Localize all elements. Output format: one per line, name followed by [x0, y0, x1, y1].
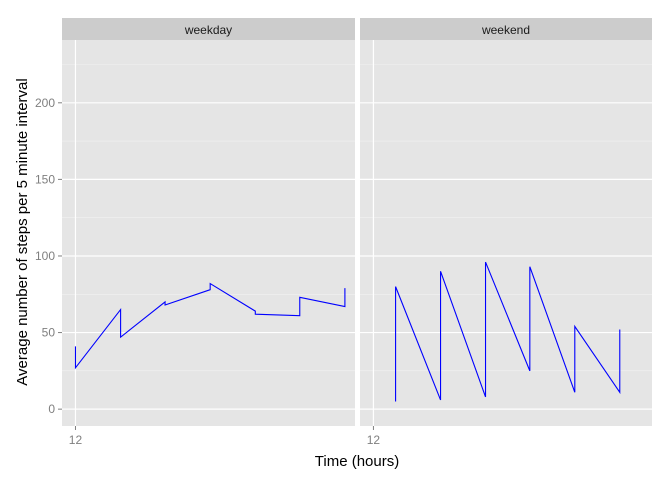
y-axis-title: Average number of steps per 5 minute int…: [14, 78, 31, 385]
series-line-weekend: [395, 261, 621, 402]
x-tick-label: 12: [69, 433, 83, 447]
facet-strip-label: weekend: [481, 23, 530, 37]
panel-background: [62, 40, 355, 426]
panel-background: [360, 40, 652, 426]
y-tick-label: 100: [35, 249, 55, 263]
y-tick-label: 50: [42, 326, 56, 340]
y-tick-label: 200: [35, 96, 55, 110]
panel-weekday: weekday 12: [62, 18, 355, 447]
facet-strip: [62, 18, 355, 40]
y-tick-label: 150: [35, 172, 55, 186]
x-tick-label: 12: [367, 433, 381, 447]
y-tick-label: 0: [48, 402, 55, 416]
series-line-weekday: [74, 282, 346, 370]
x-axis-title: Time (hours): [315, 453, 399, 470]
panel-weekend: weekend 12: [360, 18, 652, 447]
facet-strip: [360, 18, 652, 40]
facet-strip-label: weekday: [184, 23, 232, 37]
